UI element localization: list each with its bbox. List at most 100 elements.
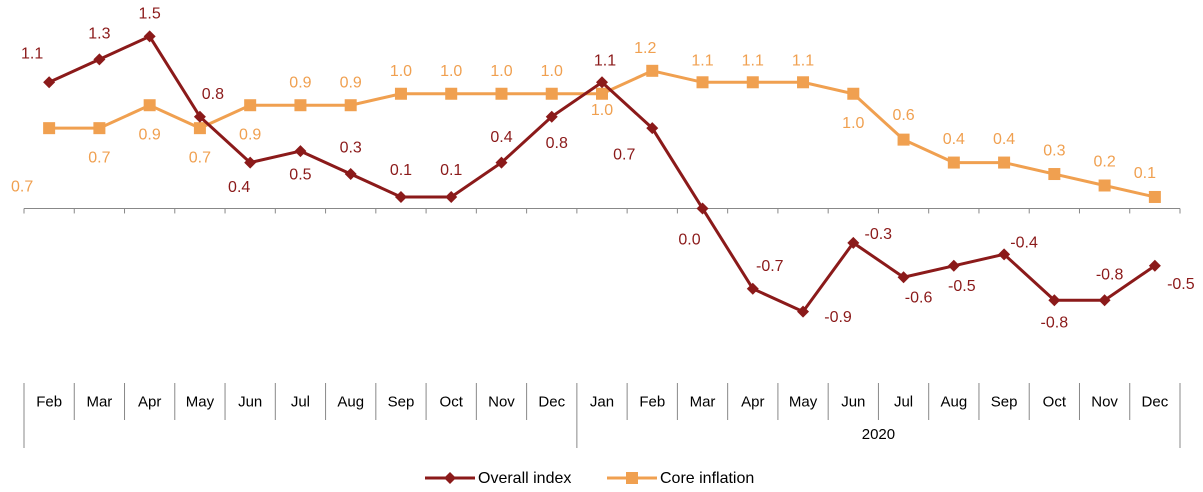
point — [1148, 259, 1161, 272]
data-label: 0.1 — [1134, 165, 1156, 182]
point — [847, 87, 860, 100]
data-label: -0.9 — [824, 309, 852, 326]
point — [1048, 168, 1061, 181]
x-tick-label: Jul — [894, 393, 913, 410]
x-tick-label: Jun — [238, 393, 262, 410]
point — [947, 259, 960, 272]
data-label: 0.8 — [546, 135, 568, 152]
x-tick-label: Jul — [291, 393, 310, 410]
x-tick-label: Oct — [440, 393, 464, 410]
data-label: 1.0 — [541, 63, 563, 80]
data-label: 1.1 — [742, 53, 764, 70]
data-label: 0.3 — [1043, 142, 1065, 159]
data-label: 1.1 — [792, 53, 814, 70]
point — [646, 122, 659, 135]
point — [897, 271, 910, 284]
point — [746, 282, 759, 295]
point — [43, 122, 56, 135]
data-label: 0.4 — [993, 131, 1015, 148]
point — [244, 156, 257, 169]
data-label: 0.7 — [11, 178, 33, 195]
point — [344, 168, 357, 181]
point — [294, 99, 307, 112]
x-tick-label: Jan — [590, 393, 614, 410]
data-label: 0.1 — [390, 162, 412, 179]
x-tick-label: Nov — [488, 393, 515, 410]
data-label: -0.6 — [905, 289, 933, 306]
point — [43, 76, 56, 89]
data-label: 1.0 — [390, 63, 412, 80]
x-tick-label: Apr — [138, 393, 161, 410]
x-tick-label: Sep — [388, 393, 415, 410]
data-label: 1.1 — [691, 53, 713, 70]
data-label: 0.4 — [228, 179, 250, 196]
point — [193, 122, 206, 135]
x-tick-label: Apr — [741, 393, 764, 410]
point — [244, 99, 257, 112]
data-label: 1.0 — [440, 63, 462, 80]
x-tick-label: May — [186, 393, 215, 410]
data-label: 1.0 — [591, 102, 613, 119]
data-label: -0.7 — [756, 258, 784, 275]
data-label: 0.7 — [88, 149, 110, 166]
x-tick-label: Oct — [1043, 393, 1067, 410]
legend-label: Core inflation — [660, 470, 754, 487]
point — [696, 202, 709, 215]
data-label: -0.4 — [1010, 235, 1038, 252]
data-label: -0.5 — [1167, 276, 1195, 293]
data-label: 0.9 — [340, 74, 362, 91]
data-label: -0.3 — [865, 226, 893, 243]
point — [93, 122, 106, 135]
data-label: 0.4 — [943, 131, 965, 148]
point — [445, 190, 458, 203]
data-label: -0.8 — [1041, 314, 1069, 331]
data-label: 0.7 — [613, 146, 635, 163]
point — [1148, 190, 1161, 203]
point — [143, 30, 156, 43]
data-label: 1.1 — [21, 46, 43, 63]
data-label: 0.5 — [289, 166, 311, 183]
point — [1098, 294, 1111, 307]
point — [596, 87, 608, 100]
point — [344, 99, 357, 112]
point — [847, 236, 860, 249]
data-label: 0.9 — [239, 126, 261, 143]
point — [93, 53, 106, 66]
data-label: 1.1 — [594, 53, 616, 70]
series: 0.7 0.7 0.9 0.7 0.9 0.9 0.9 1.0 1.0 1.0 1.0 1.0 1.2 1… — [11, 40, 1161, 203]
point — [495, 87, 508, 100]
legend-marker — [444, 472, 456, 484]
data-label: 0.9 — [139, 126, 161, 143]
point — [998, 248, 1011, 261]
data-label: 1.0 — [490, 63, 512, 80]
x-tick-label: Feb — [36, 393, 62, 410]
data-label: -0.5 — [948, 278, 976, 295]
data-label: 0.3 — [340, 139, 362, 156]
data-label: 0.4 — [490, 129, 512, 146]
point — [797, 76, 810, 89]
point — [1048, 294, 1061, 307]
x-tick-label: May — [789, 393, 818, 410]
point — [998, 156, 1011, 169]
point — [294, 145, 307, 158]
x-tick-label: Aug — [337, 393, 364, 410]
data-label: 0.6 — [892, 107, 914, 124]
x-tick-label: Nov — [1091, 393, 1118, 410]
data-label: 0.8 — [202, 86, 224, 103]
point — [1098, 179, 1111, 192]
x-tick-label: Aug — [940, 393, 967, 410]
point — [947, 156, 960, 169]
point — [746, 76, 759, 89]
point — [797, 305, 810, 318]
data-label: 1.2 — [634, 40, 656, 57]
data-label: -0.8 — [1096, 266, 1124, 283]
point — [545, 87, 558, 100]
data-label: 1.5 — [139, 6, 161, 23]
x-tick-label: Mar — [690, 393, 716, 410]
x-tick-label: Dec — [538, 393, 565, 410]
point — [897, 133, 910, 146]
series: 1.1 1.3 1.5 0.8 0.4 0.5 0.3 0.1 0.1 0.4 0.8 1.1 0.7 0… — [21, 6, 1195, 332]
data-label: 0.9 — [289, 74, 311, 91]
point — [696, 76, 709, 89]
